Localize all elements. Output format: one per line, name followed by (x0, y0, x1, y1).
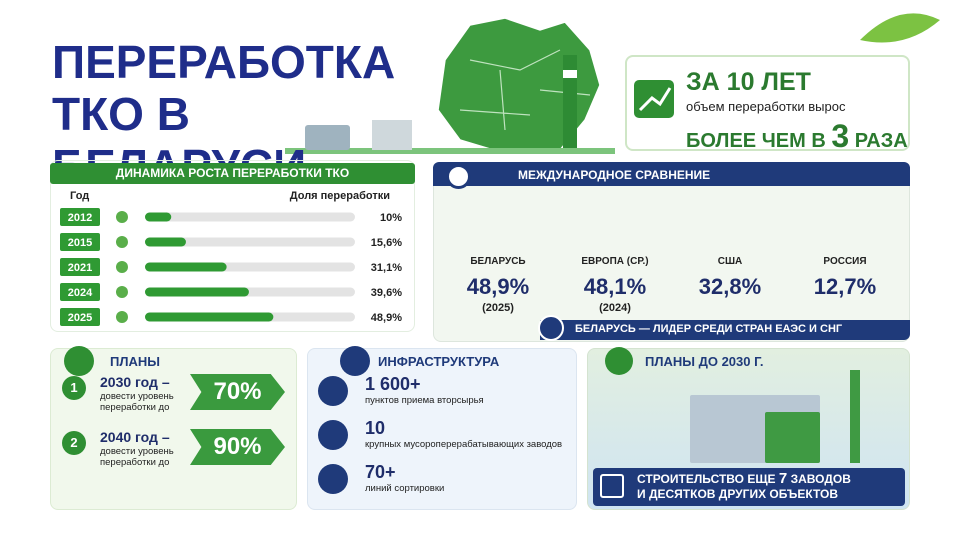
value-label: 48,9% (371, 312, 402, 324)
comparison-title: МЕЖДУНАРОДНОЕ СРАВНЕНИЕ (518, 168, 711, 182)
dynamics-title: ДИНАМИКА РОСТА ПЕРЕРАБОТКИ ТКО (115, 166, 350, 180)
row-icon (116, 311, 128, 323)
infra-text: крупных мусороперерабатывающих заводов (365, 439, 563, 450)
truck (305, 125, 350, 150)
leaf (860, 13, 940, 43)
row-icon (116, 211, 128, 223)
growth-arrow (638, 87, 672, 112)
plans-2030-number: 7 (778, 470, 788, 487)
year-label: 2025 (68, 312, 92, 324)
plans-title: ПЛАНЫ (110, 354, 160, 369)
country-value: 48,1% (583, 274, 647, 299)
plans-2030-line1: СТРОИТЕЛЬСТВО ЕЩЕ (637, 472, 776, 486)
plan-text: довести уровень переработки до (100, 446, 174, 468)
dynamics-panel (50, 160, 415, 332)
bar-track (145, 212, 355, 222)
highlight-suffix: РАЗА (854, 130, 908, 152)
country-value: 32,8% (698, 274, 762, 299)
ground (285, 148, 615, 154)
comparison-header (433, 162, 910, 186)
highlight-period: ЗА 10 ЛЕТ (686, 68, 811, 96)
infra-icon (318, 376, 348, 406)
bar (145, 262, 227, 272)
value-label: 15,6% (371, 237, 402, 249)
row-icon (116, 261, 128, 273)
bar (145, 287, 249, 297)
row-icon (116, 286, 128, 298)
value-label: 39,6% (371, 287, 402, 299)
plans-2030-text: СТРОИТЕЛЬСТВО ЕЩЕ 7 ЗАВОДОВ И ДЕСЯТКОВ Д… (637, 471, 851, 502)
year-label: 2012 (68, 212, 92, 224)
value-label: Доля переработки (289, 190, 390, 202)
bar-track (145, 237, 355, 247)
year-badge (60, 283, 100, 301)
building (372, 120, 412, 150)
year-badge (60, 258, 100, 276)
value-label: 31,1% (371, 262, 402, 274)
country-name: БЕЛАРУСЬ (470, 256, 526, 267)
target-icon (64, 346, 94, 376)
country-year: (2025) (482, 302, 514, 314)
infra-value: 10 (365, 418, 386, 438)
row-icon (116, 236, 128, 248)
comparison-footer-text: БЕЛАРУСЬ — ЛИДЕР СРЕДИ СТРАН ЕАЭС И СНГ (575, 323, 843, 335)
highlight-line: БОЛЕЕ ЧЕМ В 3 РАЗА (686, 118, 908, 155)
map-borders (459, 49, 591, 131)
plans-2030-line1-end: ЗАВОДОВ (790, 472, 851, 486)
dynamics-header (50, 163, 415, 184)
globe-icon (446, 164, 471, 189)
category-label: Год (70, 190, 90, 202)
year-badge (60, 308, 100, 326)
year-label: 2024 (68, 287, 93, 299)
value-label: 10% (380, 212, 402, 224)
highlight-factor: 3 (831, 118, 850, 154)
country-year: (2024) (599, 302, 631, 314)
infra-value: 70+ (365, 462, 396, 482)
infra-icon (318, 420, 348, 450)
country-name: ЕВРОПА (СР.) (581, 256, 649, 267)
highlight-prefix: БОЛЕЕ ЧЕМ В (686, 130, 826, 152)
chimney (850, 370, 860, 463)
bar (145, 312, 274, 322)
country-name: США (717, 256, 743, 267)
highlight-box (625, 55, 910, 151)
trophy-icon (538, 315, 564, 341)
comparison-panel (433, 162, 910, 342)
plan-number: 1 (62, 376, 86, 400)
plan-target: 70% (190, 374, 285, 410)
plans-2030-title: ПЛАНЫ ДО 2030 Г. (645, 354, 764, 369)
map (437, 17, 601, 153)
infra-text: линий сортировки (365, 483, 445, 494)
plans-2030-banner (593, 468, 905, 506)
plan-year: 2030 год – (100, 374, 170, 390)
infra-value: 1 600+ (365, 374, 421, 394)
crane-icon (605, 347, 633, 375)
year-badge (60, 208, 100, 226)
year-label: 2021 (68, 262, 92, 274)
chimney (563, 55, 577, 150)
plans-2030-line2: И ДЕСЯТКОВ ДРУГИХ ОБЪЕКТОВ (637, 487, 839, 501)
bar (145, 212, 172, 222)
chimney-stripe (563, 70, 577, 78)
plan-year: 2040 год – (100, 429, 170, 445)
country-name: РОССИЯ (823, 256, 867, 267)
factory-wing (765, 412, 820, 463)
plan-text: довести уровень переработки до (100, 391, 174, 413)
plan-number: 2 (62, 431, 86, 455)
plan-target: 90% (190, 429, 285, 465)
country-value: 48,9% (466, 274, 530, 299)
infrastructure-title: ИНФРАСТРУКТУРА (378, 354, 500, 369)
comparison-footer (540, 320, 910, 340)
infra-text: пунктов приема вторсырья (365, 395, 484, 406)
infra-icon (318, 464, 348, 494)
calendar-icon (600, 474, 624, 498)
year-label: 2015 (68, 237, 92, 249)
country-value: 12,7% (813, 274, 877, 299)
bar (145, 237, 186, 247)
gear-icon (340, 346, 370, 376)
highlight-subtitle: объем переработки вырос (686, 99, 846, 114)
year-badge (60, 233, 100, 251)
